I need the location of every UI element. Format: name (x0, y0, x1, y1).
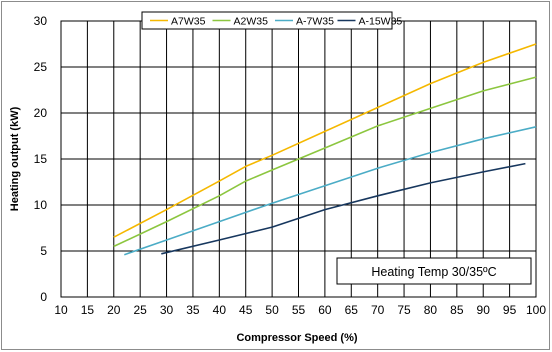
x-tick-label: 45 (239, 303, 253, 317)
x-tick-label: 20 (107, 303, 121, 317)
legend-label: A7W35 (171, 16, 206, 28)
x-tick-label: 40 (213, 303, 227, 317)
chart-legend: A7W35 A2W35 A-7W35 A-15W35 (141, 11, 403, 30)
chart-series (113, 43, 537, 256)
y-tick-label: 25 (34, 60, 48, 74)
x-tick-label: 25 (133, 303, 147, 317)
series-line-a2w35 (113, 76, 537, 248)
x-tick-label: 60 (318, 303, 332, 317)
x-tick-label: 100 (526, 303, 546, 317)
x-tick-label: 75 (397, 303, 411, 317)
legend-box (141, 11, 393, 30)
series-line-a-15w35 (161, 162, 526, 255)
x-tick-label: 70 (371, 303, 385, 317)
series-line-a-7w35 (124, 126, 537, 256)
y-axis-title: Heating output (kW) (9, 106, 21, 211)
x-tick-label: 30 (160, 303, 174, 317)
y-tick-label: 30 (34, 14, 48, 28)
y-tick-label: 10 (34, 198, 48, 212)
series-line-a7w35 (113, 43, 537, 238)
legend-label: A2W35 (234, 16, 269, 28)
x-tick-label: 50 (265, 303, 279, 317)
legend-label: A-7W35 (296, 16, 334, 28)
chart-tick-labels: 10 15 20 25 30 35 40 45 50 55 60 65 70 75 80 85 90 95 100 0… (34, 14, 547, 317)
legend-label: A-15W35 (359, 16, 403, 28)
y-tick-label: 15 (34, 152, 48, 166)
x-tick-label: 65 (345, 303, 359, 317)
x-tick-label: 55 (292, 303, 306, 317)
x-tick-label: 35 (186, 303, 200, 317)
annotation-text: Heating Temp 30/35ºC (371, 265, 496, 279)
y-tick-label: 0 (40, 290, 47, 304)
x-tick-label: 95 (503, 303, 517, 317)
x-axis-title: Compressor Speed (%) (236, 332, 357, 344)
x-tick-label: 90 (477, 303, 491, 317)
x-tick-label: 15 (81, 303, 95, 317)
y-tick-label: 20 (34, 106, 48, 120)
y-tick-label: 5 (40, 244, 47, 258)
x-tick-label: 80 (424, 303, 438, 317)
annotation-box: Heating Temp 30/35ºC (336, 257, 532, 285)
x-tick-label: 10 (54, 303, 68, 317)
x-tick-label: 85 (450, 303, 464, 317)
